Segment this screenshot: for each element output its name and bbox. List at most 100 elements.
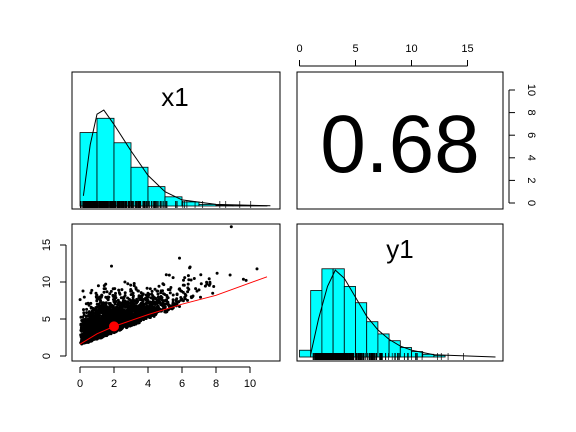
scatter-point bbox=[102, 284, 106, 288]
scatter-point bbox=[207, 277, 211, 281]
scatter-point bbox=[94, 291, 98, 295]
scatter-point bbox=[159, 291, 163, 295]
scatter-point bbox=[241, 277, 245, 281]
scatter-point bbox=[80, 339, 84, 343]
scatter-point bbox=[136, 320, 140, 324]
scatter-point bbox=[117, 318, 121, 322]
scatter-point bbox=[161, 289, 164, 293]
scatter-point bbox=[127, 314, 131, 318]
scatter-point bbox=[95, 302, 99, 306]
scatter-point bbox=[122, 302, 126, 305]
scatter-point bbox=[142, 312, 146, 316]
scatter-point bbox=[83, 323, 87, 327]
scatter-point bbox=[120, 288, 124, 292]
scatter-point bbox=[107, 330, 111, 334]
histogram-bar bbox=[113, 142, 132, 207]
scatter-point bbox=[85, 307, 89, 311]
scatter-point bbox=[82, 295, 86, 299]
scatter-point bbox=[98, 333, 102, 337]
scatter-point bbox=[162, 306, 166, 310]
scatter-point bbox=[150, 303, 154, 307]
scatter-point bbox=[99, 295, 103, 299]
scatter-point bbox=[104, 324, 108, 328]
mean-point bbox=[109, 321, 119, 332]
scatter-point bbox=[199, 273, 203, 277]
scatter-point bbox=[168, 291, 172, 295]
scatter-point bbox=[148, 315, 152, 319]
scatter-point bbox=[191, 294, 195, 298]
scatter-point bbox=[115, 307, 119, 311]
scatter-point bbox=[96, 318, 100, 322]
scatter-point bbox=[156, 292, 160, 296]
scatter-point bbox=[121, 309, 125, 313]
scatter-point bbox=[125, 303, 129, 306]
scatter-point bbox=[167, 273, 171, 277]
scatter-point bbox=[229, 225, 233, 229]
scatter-point bbox=[144, 317, 148, 320]
scatter-point bbox=[151, 299, 155, 303]
scatter-point bbox=[162, 292, 165, 296]
scatter-point bbox=[145, 296, 149, 300]
scatter-point bbox=[126, 306, 130, 310]
scatter-point bbox=[228, 273, 232, 277]
scatter-point bbox=[131, 291, 135, 295]
scatter-point bbox=[133, 299, 137, 303]
scatter-point bbox=[79, 323, 83, 327]
scatter-point bbox=[124, 316, 128, 320]
histogram-bar bbox=[130, 166, 149, 207]
scatter-point bbox=[157, 305, 160, 309]
scatter-point bbox=[175, 302, 179, 306]
scatter-point bbox=[87, 310, 91, 314]
scatter-x-tick-label: 2 bbox=[111, 378, 117, 390]
scatter-point bbox=[84, 341, 87, 345]
scatter-point bbox=[104, 295, 108, 299]
scatter-point bbox=[132, 305, 136, 309]
scatter-point bbox=[189, 278, 193, 282]
scatter-point bbox=[182, 278, 185, 282]
scatter-point bbox=[94, 306, 98, 310]
scatter-point bbox=[125, 300, 129, 304]
scatter-point bbox=[255, 267, 259, 271]
scatter-point bbox=[104, 332, 108, 336]
histogram-bar bbox=[181, 201, 200, 207]
histogram-bar bbox=[198, 203, 217, 207]
panel-corr-frame bbox=[296, 71, 504, 210]
scatter-point bbox=[95, 337, 98, 341]
scatter-point bbox=[244, 278, 248, 282]
scatter-point bbox=[82, 308, 85, 312]
scatter-point bbox=[159, 295, 163, 298]
histogram-bar bbox=[355, 302, 368, 358]
scatter-point bbox=[171, 304, 175, 307]
scatter-point bbox=[129, 310, 133, 314]
scatter-point bbox=[178, 305, 181, 308]
scatter-point bbox=[129, 288, 133, 291]
scatter-point bbox=[103, 316, 107, 319]
scatter-point bbox=[118, 309, 122, 313]
scatter-point bbox=[137, 294, 141, 298]
top-x-tick-label: 10 bbox=[405, 43, 417, 55]
scatter-point bbox=[157, 284, 161, 288]
scatter-y-tick-label: 15 bbox=[41, 239, 53, 251]
scatter-point bbox=[145, 301, 148, 305]
y1-histogram bbox=[299, 268, 496, 360]
scatter-point bbox=[119, 296, 123, 300]
scatter-point bbox=[158, 300, 162, 304]
scatter-point bbox=[117, 301, 120, 305]
scatter-point bbox=[180, 289, 184, 293]
scatter-point bbox=[186, 298, 189, 302]
scatter-point bbox=[90, 309, 94, 313]
correlation-value: 0.68 bbox=[320, 99, 480, 190]
scatter-point bbox=[131, 302, 135, 306]
histogram-bar bbox=[299, 349, 312, 358]
scatter-point bbox=[187, 278, 191, 282]
scatter-point bbox=[81, 289, 85, 293]
scatter-point bbox=[101, 301, 105, 305]
scatter-point bbox=[174, 299, 178, 303]
scatter-point bbox=[129, 307, 133, 311]
scatter-point bbox=[171, 293, 175, 297]
scatter-point bbox=[117, 288, 121, 292]
histogram-bar bbox=[332, 268, 345, 358]
scatter-x-tick-label: 0 bbox=[77, 378, 83, 390]
scatter-point bbox=[99, 299, 102, 302]
